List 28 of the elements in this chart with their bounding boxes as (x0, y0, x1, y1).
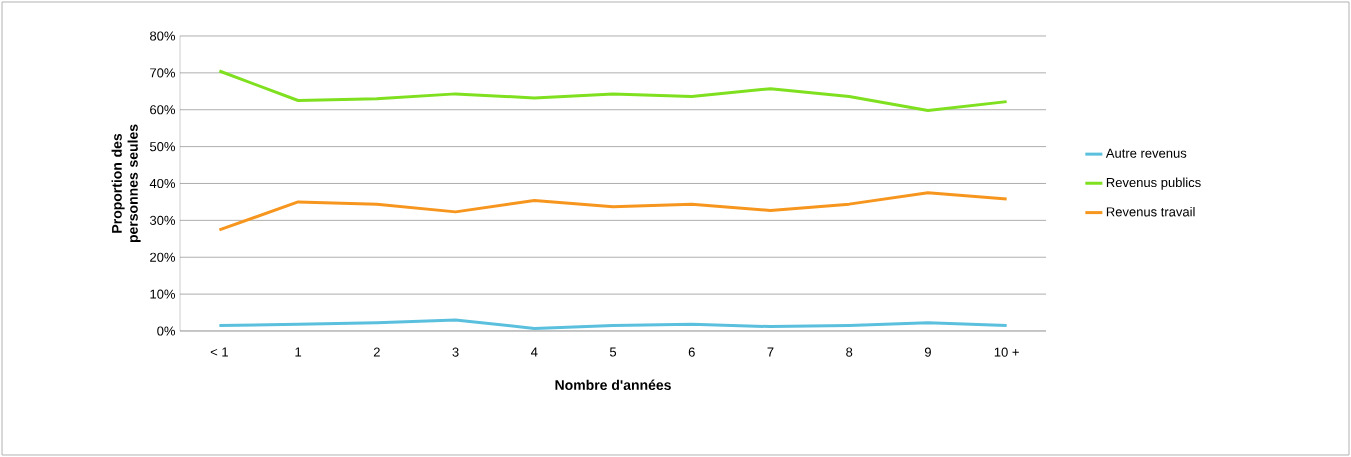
x-axis-title: Nombre d'années (555, 379, 671, 390)
legend-label: Revenus travail (1106, 206, 1195, 217)
y-tick-label: 40% (149, 178, 176, 189)
x-tick-label: 5 (609, 347, 617, 357)
x-tick-label: 4 (530, 347, 538, 357)
x-tick-label: < 1 (210, 347, 228, 357)
x-tick-label: 8 (846, 347, 853, 357)
y-tick-label: 80% (150, 31, 176, 41)
y-tick-label: 70% (150, 68, 176, 78)
x-tick-label: 7 (767, 347, 774, 357)
x-tick-label: 9 (924, 347, 931, 357)
y-tick-label: 10% (150, 289, 176, 299)
y-tick-label: 50% (149, 142, 176, 152)
y-tick-label: 20% (150, 252, 176, 262)
x-tick-label: 2 (373, 347, 380, 357)
line-series (217, 318, 1009, 330)
y-axis-title: Proportion des personnes seules (111, 124, 141, 243)
x-tick-label: 10 + (994, 347, 1019, 357)
legend-label: Revenus publics (1106, 177, 1201, 190)
line-series (217, 69, 1009, 112)
x-tick-label: 6 (688, 347, 695, 357)
y-tick-label: 0% (157, 326, 176, 336)
x-tick-label: 1 (295, 347, 302, 357)
y-tick-label: 60% (150, 105, 176, 115)
line-series (217, 191, 1009, 232)
y-tick-label: 30% (149, 215, 176, 225)
legend-label: Autre revenus (1105, 148, 1187, 158)
x-tick-label: 3 (452, 347, 459, 357)
